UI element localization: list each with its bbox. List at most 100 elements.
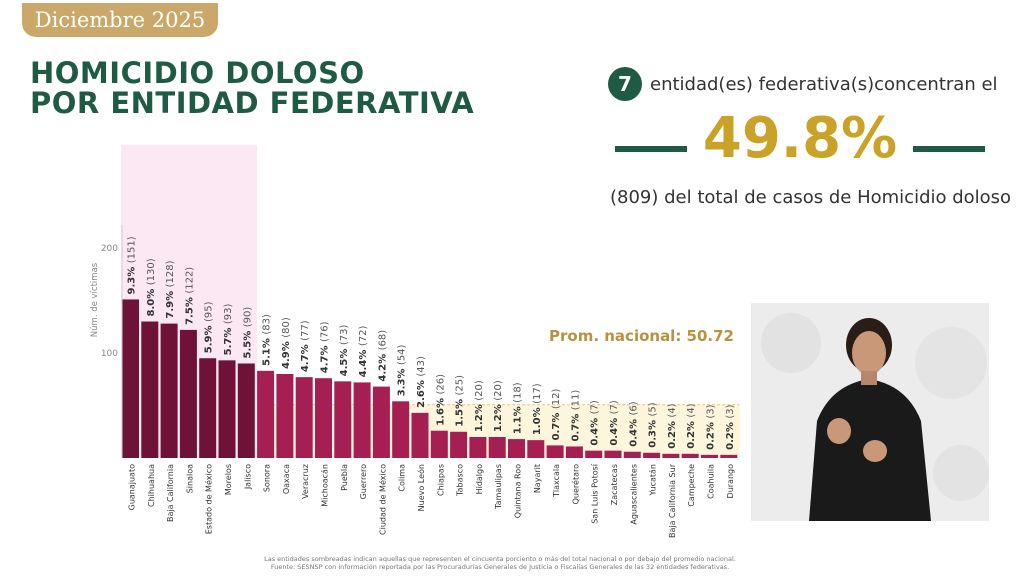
x-tick-label: Zacatecas [610,464,619,505]
bar-percent: 7.5% [184,294,195,325]
x-tick-label: Tlaxcala [552,464,561,498]
bar-percent: 9.3% [127,263,138,294]
bar-percent: 4.5% [339,345,350,376]
x-tick-label: Estado de México [204,464,214,534]
bar-count: (7) [609,400,620,414]
bar-value-label: 0.4% (7) [609,400,620,445]
bar-count: (95) [204,301,215,322]
bar [430,430,448,458]
bar [411,412,429,458]
bar [508,439,525,458]
x-tick-label: Colima [398,464,407,492]
interpreter-illustration [751,303,989,521]
footnote: Las entidades sombreadas indican aquella… [160,555,840,571]
bar-percent: 0.3% [648,417,659,448]
bar-percent: 8.0% [146,285,157,316]
footnote-line1: Las entidades sombreadas indican aquella… [264,555,736,563]
bar-value-label: 4.7% (77) [300,320,311,372]
bar-percent: 2.6% [416,377,427,408]
bar [701,454,718,458]
y-axis-title: Núm. de víctimas [90,262,100,337]
bar [604,450,622,458]
summary-text1: entidad(es) federativa(s)concentran el [650,73,998,95]
bar-count: (26) [435,374,446,395]
bar-value-label: 4.5% (73) [339,325,350,377]
bar-percent: 1.5% [455,396,466,427]
page-title-line2: POR ENTIDAD FEDERATIVA [30,86,475,120]
bar [257,370,275,458]
bar [643,452,661,458]
x-tick-label: Puebla [340,464,349,491]
bar-value-label: 0.2% (4) [667,403,678,448]
bar-count: (68) [377,330,388,351]
x-tick-label: Quintana Roo [514,464,523,518]
bar-count: (6) [628,401,639,415]
bar-percent: 0.2% [725,419,736,450]
x-tick-label: Morelos [224,464,233,495]
bar [565,446,583,458]
average-label: Prom. nacional: 50.72 [549,327,734,345]
x-tick-label: Sonora [263,464,272,492]
x-tick-label: Campeche [687,464,696,507]
bar-count: (12) [551,389,562,410]
x-tick-label: Tamaulipas [494,464,503,510]
summary-left-bar [615,146,687,152]
bar [681,453,699,458]
bar-value-label: 1.0% (17) [532,383,543,435]
x-tick-label: Guerrero [359,464,368,499]
bar [199,358,217,458]
bar-count: (7) [590,400,601,414]
bar [334,381,352,458]
sign-language-interpreter [751,303,989,521]
summary-right-bar [913,146,985,152]
bar-count: (130) [146,258,157,285]
bar-value-label: 1.6% (26) [435,374,446,426]
bar-count: (3) [706,404,717,418]
bar [353,382,371,458]
x-tick-label: Baja California Sur [668,463,677,538]
bar-value-label: 0.7% (11) [570,390,581,442]
bar-percent: 1.2% [493,401,504,432]
y-tick-label: 200 [101,244,118,254]
bars-layer: 9.3% (151) Guanajuato 8.0% (130) Chihuahua 7… [122,236,740,538]
page-title: HOMICIDIO DOLOSO POR ENTIDAD FEDERATIVA [30,58,474,118]
x-tick-label: Durango [726,464,735,499]
date-badge: Diciembre 2025 [22,3,218,37]
bar-percent: 5.1% [262,335,273,366]
bar-value-label: 4.2% (68) [377,330,388,382]
bar [450,431,468,458]
summary-text2: (809) del total de casos de Homicidio do… [610,187,1012,208]
x-tick-label: San Luis Potosí [591,463,600,524]
x-tick-label: Sinaloa [185,464,194,493]
bar [527,440,545,458]
bar [160,323,178,458]
bar-percent: 1.6% [435,394,446,425]
summary-percent-row: 49.8% [615,108,985,170]
bar-percent: 7.9% [165,287,176,318]
bar [179,329,197,458]
bar-value-label: 3.3% (54) [397,344,408,396]
bar-count: (17) [532,383,543,404]
x-tick-label: Tabasco [456,464,465,497]
bar [546,445,564,458]
bar-count: (20) [474,380,485,401]
bar-value-label: 5.9% (95) [204,301,215,353]
bar-value-label: 7.5% (122) [184,267,195,325]
x-tick-label: Veracruz [301,464,310,499]
bar-value-label: 1.2% (20) [474,380,485,432]
bar [469,437,487,458]
x-tick-label: Hidalgo [475,464,484,495]
bar [141,321,159,458]
bar-value-label: 8.0% (130) [146,258,157,316]
bar-percent: 0.7% [551,409,562,440]
x-tick-label: Nuevo León [416,464,426,511]
bar-count: (11) [570,390,581,411]
bar-percent: 0.2% [667,418,678,449]
bar-percent: 1.2% [474,401,485,432]
footnote-line2: Fuente: SESNSP con información reportada… [270,563,730,571]
bar-value-label: 2.6% (43) [416,356,427,408]
bar-value-label: 5.7% (93) [223,304,234,356]
bar [372,386,390,458]
bar-value-label: 0.3% (5) [648,402,659,447]
bar-percent: 0.7% [570,410,581,441]
